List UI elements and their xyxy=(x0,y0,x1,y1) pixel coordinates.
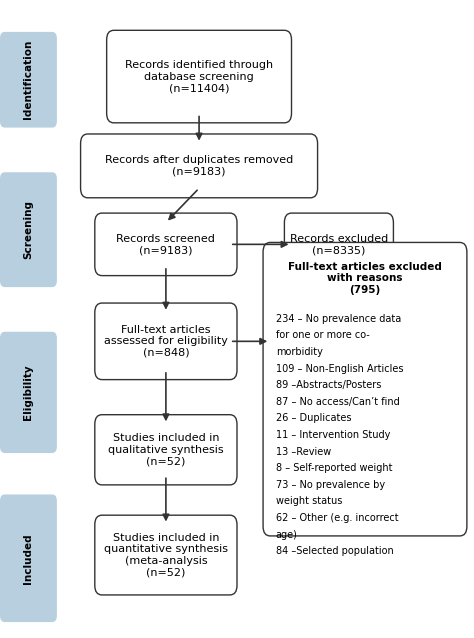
Text: 87 – No access/Can’t find: 87 – No access/Can’t find xyxy=(276,397,400,407)
FancyBboxPatch shape xyxy=(0,332,57,453)
Text: 73 – No prevalence by: 73 – No prevalence by xyxy=(276,480,385,490)
FancyBboxPatch shape xyxy=(95,303,237,380)
Text: 84 –Selected population: 84 –Selected population xyxy=(276,546,393,556)
Text: Included: Included xyxy=(23,533,34,584)
Text: morbidity: morbidity xyxy=(276,347,323,357)
FancyBboxPatch shape xyxy=(0,494,57,622)
FancyBboxPatch shape xyxy=(81,134,318,198)
Text: Studies included in
qualitative synthesis
(n=52): Studies included in qualitative synthesi… xyxy=(108,433,224,466)
Text: for one or more co-: for one or more co- xyxy=(276,330,370,341)
Text: 234 – No prevalence data: 234 – No prevalence data xyxy=(276,314,401,324)
FancyBboxPatch shape xyxy=(263,242,467,536)
FancyBboxPatch shape xyxy=(0,32,57,128)
Text: 89 –Abstracts/Posters: 89 –Abstracts/Posters xyxy=(276,380,381,390)
Text: Screening: Screening xyxy=(23,200,34,259)
Text: age): age) xyxy=(276,530,298,540)
Text: Identification: Identification xyxy=(23,40,34,119)
Text: 62 – Other (e.g. incorrect: 62 – Other (e.g. incorrect xyxy=(276,513,399,523)
Text: Records identified through
database screening
(n=11404): Records identified through database scre… xyxy=(125,60,273,93)
FancyBboxPatch shape xyxy=(0,172,57,287)
Text: Eligibility: Eligibility xyxy=(23,364,34,420)
Text: 109 – Non-English Articles: 109 – Non-English Articles xyxy=(276,364,403,374)
FancyBboxPatch shape xyxy=(107,30,292,123)
Text: Records excluded
(n=8335): Records excluded (n=8335) xyxy=(290,234,388,255)
Text: Full-text articles
assessed for eligibility
(n=848): Full-text articles assessed for eligibil… xyxy=(104,325,228,358)
Text: Studies included in
quantitative synthesis
(meta-analysis
(n=52): Studies included in quantitative synthes… xyxy=(104,533,228,577)
Text: 13 –Review: 13 –Review xyxy=(276,447,331,457)
Text: 26 – Duplicates: 26 – Duplicates xyxy=(276,413,351,424)
FancyBboxPatch shape xyxy=(95,516,237,595)
FancyBboxPatch shape xyxy=(95,415,237,485)
Text: Full-text articles excluded
with reasons
(795): Full-text articles excluded with reasons… xyxy=(288,262,442,295)
Text: Records screened
(n=9183): Records screened (n=9183) xyxy=(117,234,215,255)
Text: weight status: weight status xyxy=(276,496,342,507)
Text: 11 – Intervention Study: 11 – Intervention Study xyxy=(276,430,390,440)
FancyBboxPatch shape xyxy=(95,213,237,276)
FancyBboxPatch shape xyxy=(284,213,393,276)
Text: 8 – Self-reported weight: 8 – Self-reported weight xyxy=(276,463,392,473)
Text: Records after duplicates removed
(n=9183): Records after duplicates removed (n=9183… xyxy=(105,155,293,177)
